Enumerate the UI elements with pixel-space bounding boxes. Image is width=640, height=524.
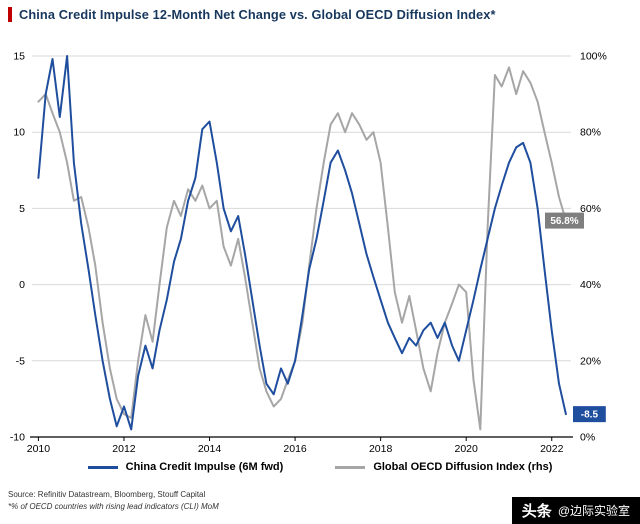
legend-label-oecd-diffusion: Global OECD Diffusion Index (rhs) bbox=[373, 461, 553, 473]
legend-line-sample-blue bbox=[87, 465, 118, 469]
left-axis-tick-label: 10 bbox=[13, 127, 25, 139]
left-axis-tick-label: -5 bbox=[16, 355, 25, 367]
legend-item-oecd-diffusion: Global OECD Diffusion Index (rhs) bbox=[335, 461, 552, 473]
left-axis-tick-label: -10 bbox=[10, 432, 25, 444]
left-axis-tick-label: 0 bbox=[19, 279, 25, 291]
right-axis-tick-label: 20% bbox=[580, 355, 601, 367]
watermark-brand: 头条 bbox=[521, 503, 552, 520]
x-axis-tick-label: 2012 bbox=[112, 443, 136, 455]
x-axis-tick-label: 2018 bbox=[369, 443, 393, 455]
watermark-badge: 头条 @边际实验室 bbox=[511, 497, 640, 524]
right-axis-tick-label: 80% bbox=[580, 127, 601, 139]
last-value-badge-cci bbox=[573, 406, 606, 423]
x-axis-tick-label: 2020 bbox=[455, 443, 479, 455]
chart-legend: China Credit Impulse (6M fwd) Global OEC… bbox=[0, 461, 640, 473]
right-axis-tick-label: 0% bbox=[580, 432, 595, 444]
legend-item-china-credit-impulse: China Credit Impulse (6M fwd) bbox=[87, 461, 284, 473]
left-axis-tick-label: 15 bbox=[13, 51, 25, 63]
last-value-badge-label: 56.8% bbox=[550, 216, 578, 227]
watermark-handle: @边际实验室 bbox=[557, 504, 630, 518]
right-axis-tick-label: 40% bbox=[580, 279, 601, 291]
source-attribution: Source: Refinitiv Datastream, Bloomberg,… bbox=[8, 490, 206, 499]
x-axis-tick-label: 2010 bbox=[27, 443, 51, 455]
right-axis-tick-label: 60% bbox=[580, 203, 601, 215]
left-axis-tick-label: 5 bbox=[19, 203, 25, 215]
chart-title: China Credit Impulse 12-Month Net Change… bbox=[19, 7, 496, 22]
x-axis-tick-label: 2016 bbox=[283, 443, 307, 455]
x-axis-tick-label: 2022 bbox=[540, 443, 564, 455]
series-line-oecd bbox=[37, 66, 567, 431]
last-value-badge-oecd bbox=[545, 212, 584, 229]
right-axis-tick-label: 100% bbox=[580, 51, 607, 63]
footnote-definition: *% of OECD countries with rising lead in… bbox=[8, 502, 219, 511]
last-value-badge-label: -8.5 bbox=[581, 410, 599, 421]
x-axis-tick-label: 2014 bbox=[198, 443, 222, 455]
legend-line-sample-gray bbox=[335, 465, 366, 469]
title-accent-bar bbox=[8, 7, 12, 22]
series-line-cci bbox=[37, 55, 567, 431]
legend-label-china-credit-impulse: China Credit Impulse (6M fwd) bbox=[125, 461, 284, 473]
chart-title-row: China Credit Impulse 12-Month Net Change… bbox=[8, 7, 496, 22]
